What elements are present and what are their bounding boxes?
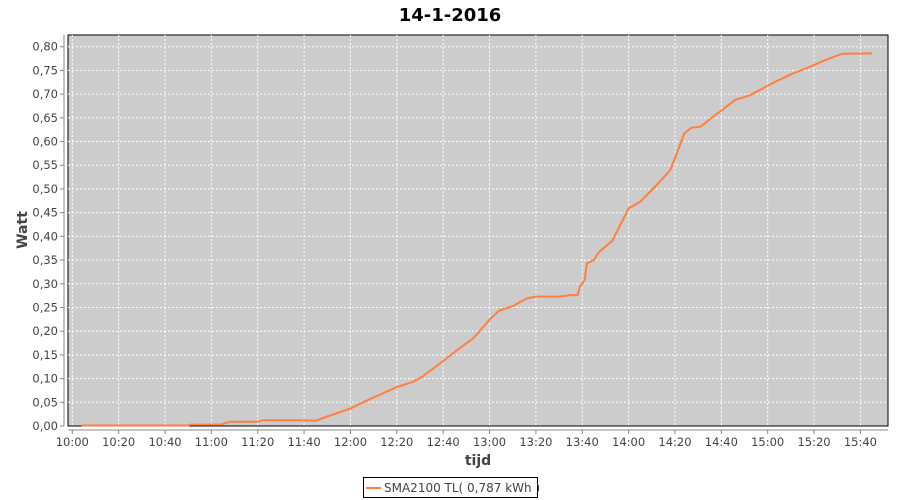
y-tick-label: 0,75 (32, 63, 58, 77)
x-tick-label: 10:40 (148, 435, 181, 449)
x-tick-label: 11:40 (288, 435, 321, 449)
y-tick-label: 0,35 (32, 253, 58, 267)
x-tick-label: 14:00 (612, 435, 645, 449)
y-tick-label: 0,20 (32, 324, 58, 338)
x-tick-label: 12:40 (427, 435, 460, 449)
x-tick-label: 15:00 (751, 435, 784, 449)
grid (68, 35, 888, 426)
x-axis: 10:00 10:20 10:40 11:00 11:20 11:40 12:00 12:20… (56, 429, 888, 449)
x-tick-label: 11:00 (195, 435, 228, 449)
x-tick-label: 15:40 (844, 435, 877, 449)
x-tick-label: 13:20 (519, 435, 552, 449)
legend-box (363, 477, 538, 498)
x-tick-label: 14:40 (705, 435, 738, 449)
y-tick-label: 0,80 (32, 40, 58, 54)
legend-label: SMA2100 TL( 0,787 kWh ) (384, 481, 540, 495)
x-tick-label: 14:20 (658, 435, 691, 449)
y-tick-label: 0,70 (32, 87, 58, 101)
series-line-sma2100 (81, 52, 873, 427)
y-tick-label: 0,45 (32, 206, 58, 220)
x-tick-label: 12:00 (334, 435, 367, 449)
x-tick-label: 12:20 (380, 435, 413, 449)
x-tick-label: 15:20 (797, 435, 830, 449)
y-tick-label: 0,65 (32, 111, 58, 125)
y-axis-label: Watt (15, 211, 31, 249)
y-tick-label: 0,55 (32, 158, 58, 172)
x-tick-label: 11:20 (241, 435, 274, 449)
chart-title: 14-1-2016 (399, 5, 502, 26)
y-tick-label: 0,10 (32, 372, 58, 386)
x-tick-label: 13:40 (566, 435, 599, 449)
x-tick-label: 10:20 (102, 435, 135, 449)
x-axis-label: tijd (465, 453, 491, 469)
y-tick-label: 0,30 (32, 277, 58, 291)
plot-area (67, 34, 889, 427)
y-tick-label: 0,05 (32, 395, 58, 409)
y-tick-label: 0,50 (32, 182, 58, 196)
y-axis: 0,00 0,05 0,10 0,15 0,20 0,25 0,30 0,35 0,40 0,45… (32, 35, 65, 433)
y-tick-label: 0,15 (32, 348, 58, 362)
y-tick-label: 0,40 (32, 229, 58, 243)
x-tick-label: 10:00 (56, 435, 89, 449)
y-tick-label: 0,25 (32, 300, 58, 314)
y-tick-label: 0,60 (32, 135, 58, 149)
x-tick-label: 13:00 (473, 435, 506, 449)
legend: SMA2100 TL( 0,787 kWh ) (363, 477, 540, 498)
y-tick-label: 0,00 (32, 419, 58, 433)
